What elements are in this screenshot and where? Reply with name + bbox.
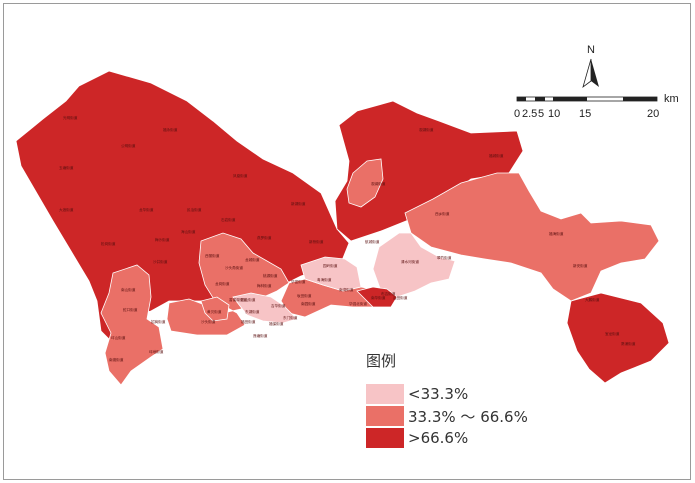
district-label: 玉塘街道 <box>59 165 74 170</box>
district-label: 布吉街道 <box>381 291 396 296</box>
district-label: 翠竹街道 <box>437 255 452 260</box>
district-label: 大浪街道 <box>59 207 74 212</box>
district-label: 华富街道 <box>291 279 306 284</box>
district-label: 梅沙街道 <box>155 237 170 242</box>
district-label: 福城街道 <box>489 153 504 158</box>
scale-tick-1: 2.5 <box>522 108 537 120</box>
region-xili[interactable] <box>166 232 290 336</box>
region-futian-low[interactable] <box>232 292 298 324</box>
legend-label-low: <33.3% <box>408 385 469 403</box>
district-label: 公明街道 <box>121 143 136 148</box>
legend-item-high: >66.6% <box>366 427 566 449</box>
district-label: 航城街道 <box>365 239 380 244</box>
district-label: 沙头街道 <box>201 319 216 324</box>
district-label: 新安街道 <box>573 263 588 268</box>
district-label: 莲塘街道 <box>253 333 268 338</box>
scale-tick-5: 20 <box>647 108 659 120</box>
region-buji-low[interactable] <box>300 256 362 292</box>
region-yantian-high[interactable] <box>356 286 398 308</box>
legend: 图例 <33.3% 33.3% ～ 66.6% >66.6% <box>366 350 566 449</box>
district-label: 民治街道 <box>187 207 202 212</box>
legend-title: 图例 <box>366 352 397 370</box>
district-label: 西丽街道 <box>205 253 220 258</box>
district-label: 桃源街道 <box>263 273 278 278</box>
district-label: 福保街道 <box>269 321 284 326</box>
district-label: 坪地街道 <box>149 349 164 354</box>
district-label: 大鹏街道 <box>585 297 600 302</box>
scale-bar: 0 2.5 5 10 15 20 km <box>514 93 679 120</box>
region-nanshan[interactable] <box>100 264 164 386</box>
district-label: 沙井街道 <box>153 259 168 264</box>
district-label: 蛇口街道 <box>123 307 138 312</box>
district-label: 龙华街道 <box>139 207 154 212</box>
district-label: 东门街道 <box>283 315 298 320</box>
district-label: 香蜜湖街道 <box>229 297 247 302</box>
scale-tick-2: 5 <box>538 108 544 120</box>
district-label: 龙岗街道 <box>215 281 230 286</box>
district-label: 园岭街道 <box>323 263 338 268</box>
district-label: 葵涌街道 <box>621 341 636 346</box>
north-arrow-icon: N <box>582 44 599 89</box>
map-frame: 光明街道公明街道 福永街道玉塘街道凤凰街道新湖街道 观澜街道 观湖街道福城街道大浪街道… <box>3 3 691 480</box>
district-label: 福海街道 <box>549 231 564 236</box>
district-label: 南湾街道 <box>339 287 354 292</box>
legend-swatch-mid <box>366 406 404 426</box>
svg-text:N: N <box>587 44 595 56</box>
legend-swatch-high <box>366 428 404 448</box>
district-label: 龙城街道 <box>245 257 260 262</box>
district-label: 梅林街道 <box>257 283 272 288</box>
scale-tick-0: 0 <box>514 108 520 120</box>
district-label: 松岗街道 <box>101 241 116 246</box>
district-label: 新桥街道 <box>309 239 324 244</box>
district-label: 观澜街道 <box>371 181 386 186</box>
legend-swatch-low <box>366 384 404 404</box>
legend-item-mid: 33.3% ～ 66.6% <box>366 405 566 427</box>
district-label: 海山街道 <box>181 229 196 234</box>
district-label: 福永街道 <box>163 127 178 132</box>
district-label: 粤海街道 <box>317 277 332 282</box>
scale-tick-4: 15 <box>579 108 591 120</box>
district-label: 清水河街道 <box>401 259 419 264</box>
district-label: 新湖街道 <box>291 201 306 206</box>
district-label: 招商街道 <box>151 319 166 324</box>
district-label: 东湖街道 <box>245 309 260 314</box>
district-label: 燕罗街道 <box>257 235 272 240</box>
district-label: 南澳街道 <box>109 357 124 362</box>
region-pingshan[interactable] <box>404 172 660 302</box>
legend-label-mid: 33.3% ～ 66.6% <box>408 407 528 426</box>
region-guanlan[interactable] <box>346 158 384 208</box>
district-label: 西乡街道 <box>435 211 450 216</box>
region-dapeng[interactable] <box>566 292 670 384</box>
region-guangming-mid[interactable] <box>200 296 230 322</box>
district-label: 南园街道 <box>301 301 316 306</box>
district-label: 南山街道 <box>121 287 136 292</box>
scale-unit: km <box>664 93 679 105</box>
district-label: 坪山街道 <box>111 335 126 340</box>
district-label: 福田街道 <box>241 319 256 324</box>
district-label: 石岩街道 <box>221 217 236 222</box>
scale-tick-3: 10 <box>548 108 560 120</box>
region-main-east[interactable] <box>334 100 524 242</box>
district-label: 坂田街道 <box>297 293 312 298</box>
district-label: 吉华街道 <box>271 303 286 308</box>
district-label: 华强北街道 <box>349 301 367 306</box>
district-label: 观湖街道 <box>419 127 434 132</box>
district-label: 南华街道 <box>371 295 386 300</box>
district-label: 黄贝街道 <box>207 309 222 314</box>
district-label: 宝龙街道 <box>605 331 620 336</box>
legend-label-high: >66.6% <box>408 429 469 447</box>
district-label: 园山街道 <box>241 297 256 302</box>
district-label: 沙头角街道 <box>225 265 243 270</box>
district-label: 盐田街道 <box>393 295 408 300</box>
district-label: 凤凰街道 <box>233 173 248 178</box>
legend-item-low: <33.3% <box>366 383 566 405</box>
district-label: 光明街道 <box>63 115 78 120</box>
